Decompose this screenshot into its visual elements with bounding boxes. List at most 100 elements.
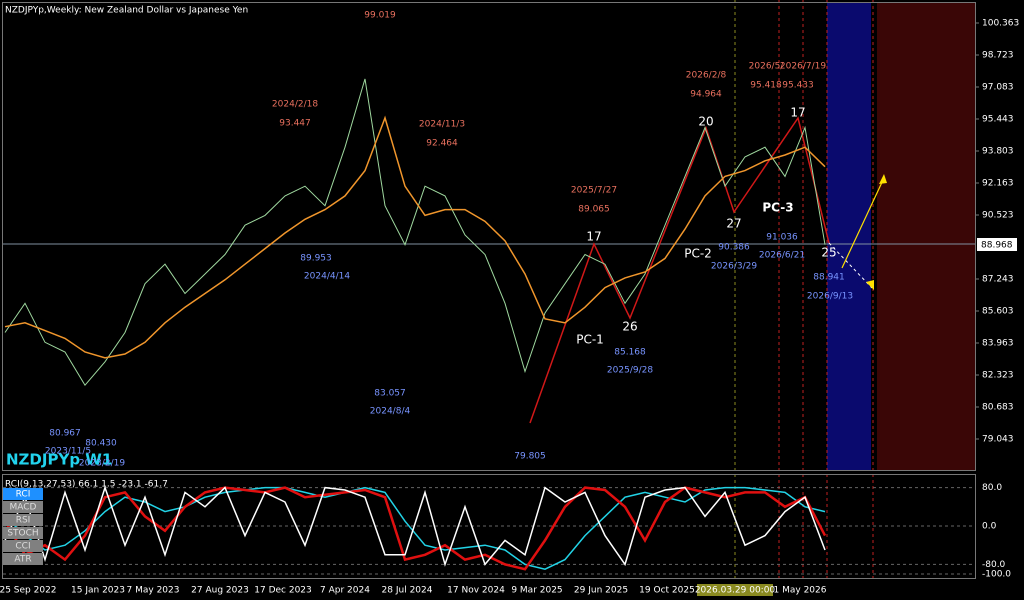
- y-tick-label: 87.243: [982, 274, 1014, 284]
- x-tick-label: 9 Mar 2025: [511, 586, 562, 596]
- y-tick-label: 85.603: [982, 306, 1014, 316]
- button-label[interactable]: ATR: [14, 555, 31, 565]
- annotation: 2026/2/8: [686, 71, 727, 81]
- main-frame: [2, 2, 976, 471]
- y-tick-label: 98.723: [982, 50, 1014, 60]
- y-tick-label: 92.163: [982, 178, 1014, 188]
- annotation: 80.430: [85, 439, 117, 449]
- annotation: 25: [821, 246, 836, 260]
- y-tick-label: 95.443: [982, 114, 1014, 124]
- annotation: 2024/8/4: [370, 407, 411, 417]
- indicator-button[interactable]: [3, 488, 43, 500]
- x-tick-label: 25 Sep 2022: [0, 586, 57, 596]
- annotation: 2026/5/: [749, 62, 785, 72]
- x-tick-label: 1 May 2026: [774, 586, 827, 596]
- indicator-button[interactable]: [3, 540, 43, 552]
- y-tick-label: 80.683: [982, 402, 1014, 412]
- annotation: 2023/2/19: [79, 459, 125, 469]
- annotation: 2023/11/5: [45, 447, 91, 457]
- annotation: PC-3: [762, 201, 793, 215]
- x-tick-label: 19 Oct 2025: [639, 586, 695, 596]
- price-tag: [977, 238, 1017, 251]
- annotation: 2025/9/28: [607, 366, 653, 376]
- red-zone: [877, 3, 975, 470]
- y-tick-label: 0.0: [982, 522, 997, 532]
- button-label[interactable]: RCI: [16, 490, 31, 500]
- price-label: 88.968: [981, 241, 1013, 251]
- x-tick-label: 2026.03.29 00:00: [695, 586, 776, 596]
- annotation: PC-2: [684, 247, 712, 261]
- annotation: 2026/9/13: [807, 292, 853, 302]
- y-tick-label: -80.0: [982, 560, 1006, 570]
- annotation: 2025/7/27: [571, 186, 617, 196]
- rci-line: [4, 485, 826, 567]
- annotation: 83.057: [374, 389, 406, 399]
- x-tick-label: 27 Aug 2023: [191, 586, 249, 596]
- y-tick-label: 97.083: [982, 82, 1014, 92]
- y-tick-label: -100.0: [982, 570, 1011, 580]
- x-tick-label: 17 Nov 2024: [447, 586, 505, 596]
- annotation: 95.433: [782, 81, 814, 91]
- indicator-button[interactable]: [3, 514, 43, 526]
- rci-line: [3, 486, 827, 571]
- price-line-series: [4, 115, 826, 359]
- annotation: 2026/7/19: [780, 62, 826, 72]
- x-tick-label: 29 Jun 2025: [574, 586, 628, 596]
- annotation: 2024/2/18: [272, 100, 318, 110]
- annotation: 90.386: [718, 243, 750, 253]
- arrow-head: [866, 280, 874, 290]
- annotation: 26: [622, 320, 637, 334]
- y-tick-label: 82.323: [982, 370, 1014, 380]
- x-tick-label: 15 Jan 2023: [71, 586, 125, 596]
- y-tick-label: 90.523: [982, 210, 1014, 220]
- chart-title: NZDJPYp,Weekly: New Zealand Dollar vs Ja…: [5, 6, 248, 16]
- annotation: PC-1: [576, 333, 604, 347]
- indicator-title: RCI(9,13,27,53) 66.1 1.5 -23.1 -61.7: [5, 480, 168, 490]
- annotation: 91.036: [766, 233, 798, 243]
- annotation: 2026/6/21: [759, 251, 805, 261]
- sub-frame: [2, 474, 976, 579]
- cursor-tag: [697, 584, 773, 596]
- y-tick-label: 80.0: [982, 483, 1002, 493]
- button-label[interactable]: RSI: [16, 516, 31, 526]
- x-tick-label: 7 May 2023: [127, 586, 180, 596]
- y-tick-label: 100.363: [982, 18, 1019, 28]
- annotation: 80.967: [49, 429, 81, 439]
- annotation: 93.447: [279, 119, 311, 129]
- annotation: 79.805: [514, 452, 546, 462]
- annotation: 85.168: [614, 348, 646, 358]
- indicator-button[interactable]: [3, 553, 43, 565]
- annotation: 2026/3/29: [711, 262, 757, 272]
- arrow-up: [841, 177, 885, 269]
- button-label[interactable]: MACD: [10, 503, 37, 513]
- button-label[interactable]: STOCH: [7, 529, 38, 539]
- projection: [828, 242, 873, 289]
- symbol: NZDJPYp W1: [6, 451, 112, 469]
- annotation: 27: [726, 217, 741, 231]
- x-tick-label: 17 Dec 2023: [254, 586, 312, 596]
- zigzag: [529, 116, 830, 424]
- indicator-button[interactable]: [3, 501, 43, 513]
- annotation: 89.953: [300, 254, 332, 264]
- y-tick-label: 79.043: [982, 434, 1014, 444]
- price-line-series: [4, 78, 826, 387]
- annotation: 20: [698, 115, 713, 129]
- blue-zone: [827, 3, 871, 470]
- button-label[interactable]: CCI: [15, 542, 30, 552]
- vlines: [734, 0, 874, 580]
- arrow-head: [879, 174, 887, 184]
- annotation: 99.019: [364, 11, 396, 21]
- annotation: 94.964: [690, 90, 722, 100]
- annotation: 2024/11/3: [419, 120, 465, 130]
- rci-line: [4, 486, 826, 570]
- indicator-button[interactable]: [3, 527, 43, 539]
- annotation: 2024/4/14: [304, 272, 350, 282]
- annotation: 89.065: [578, 205, 610, 215]
- annotation: 92.464: [426, 139, 458, 149]
- y-tick-label: 93.803: [982, 146, 1014, 156]
- annotation: 95.418: [750, 81, 782, 91]
- y-tick-label: 83.963: [982, 338, 1014, 348]
- annotation: 88.941: [813, 273, 845, 283]
